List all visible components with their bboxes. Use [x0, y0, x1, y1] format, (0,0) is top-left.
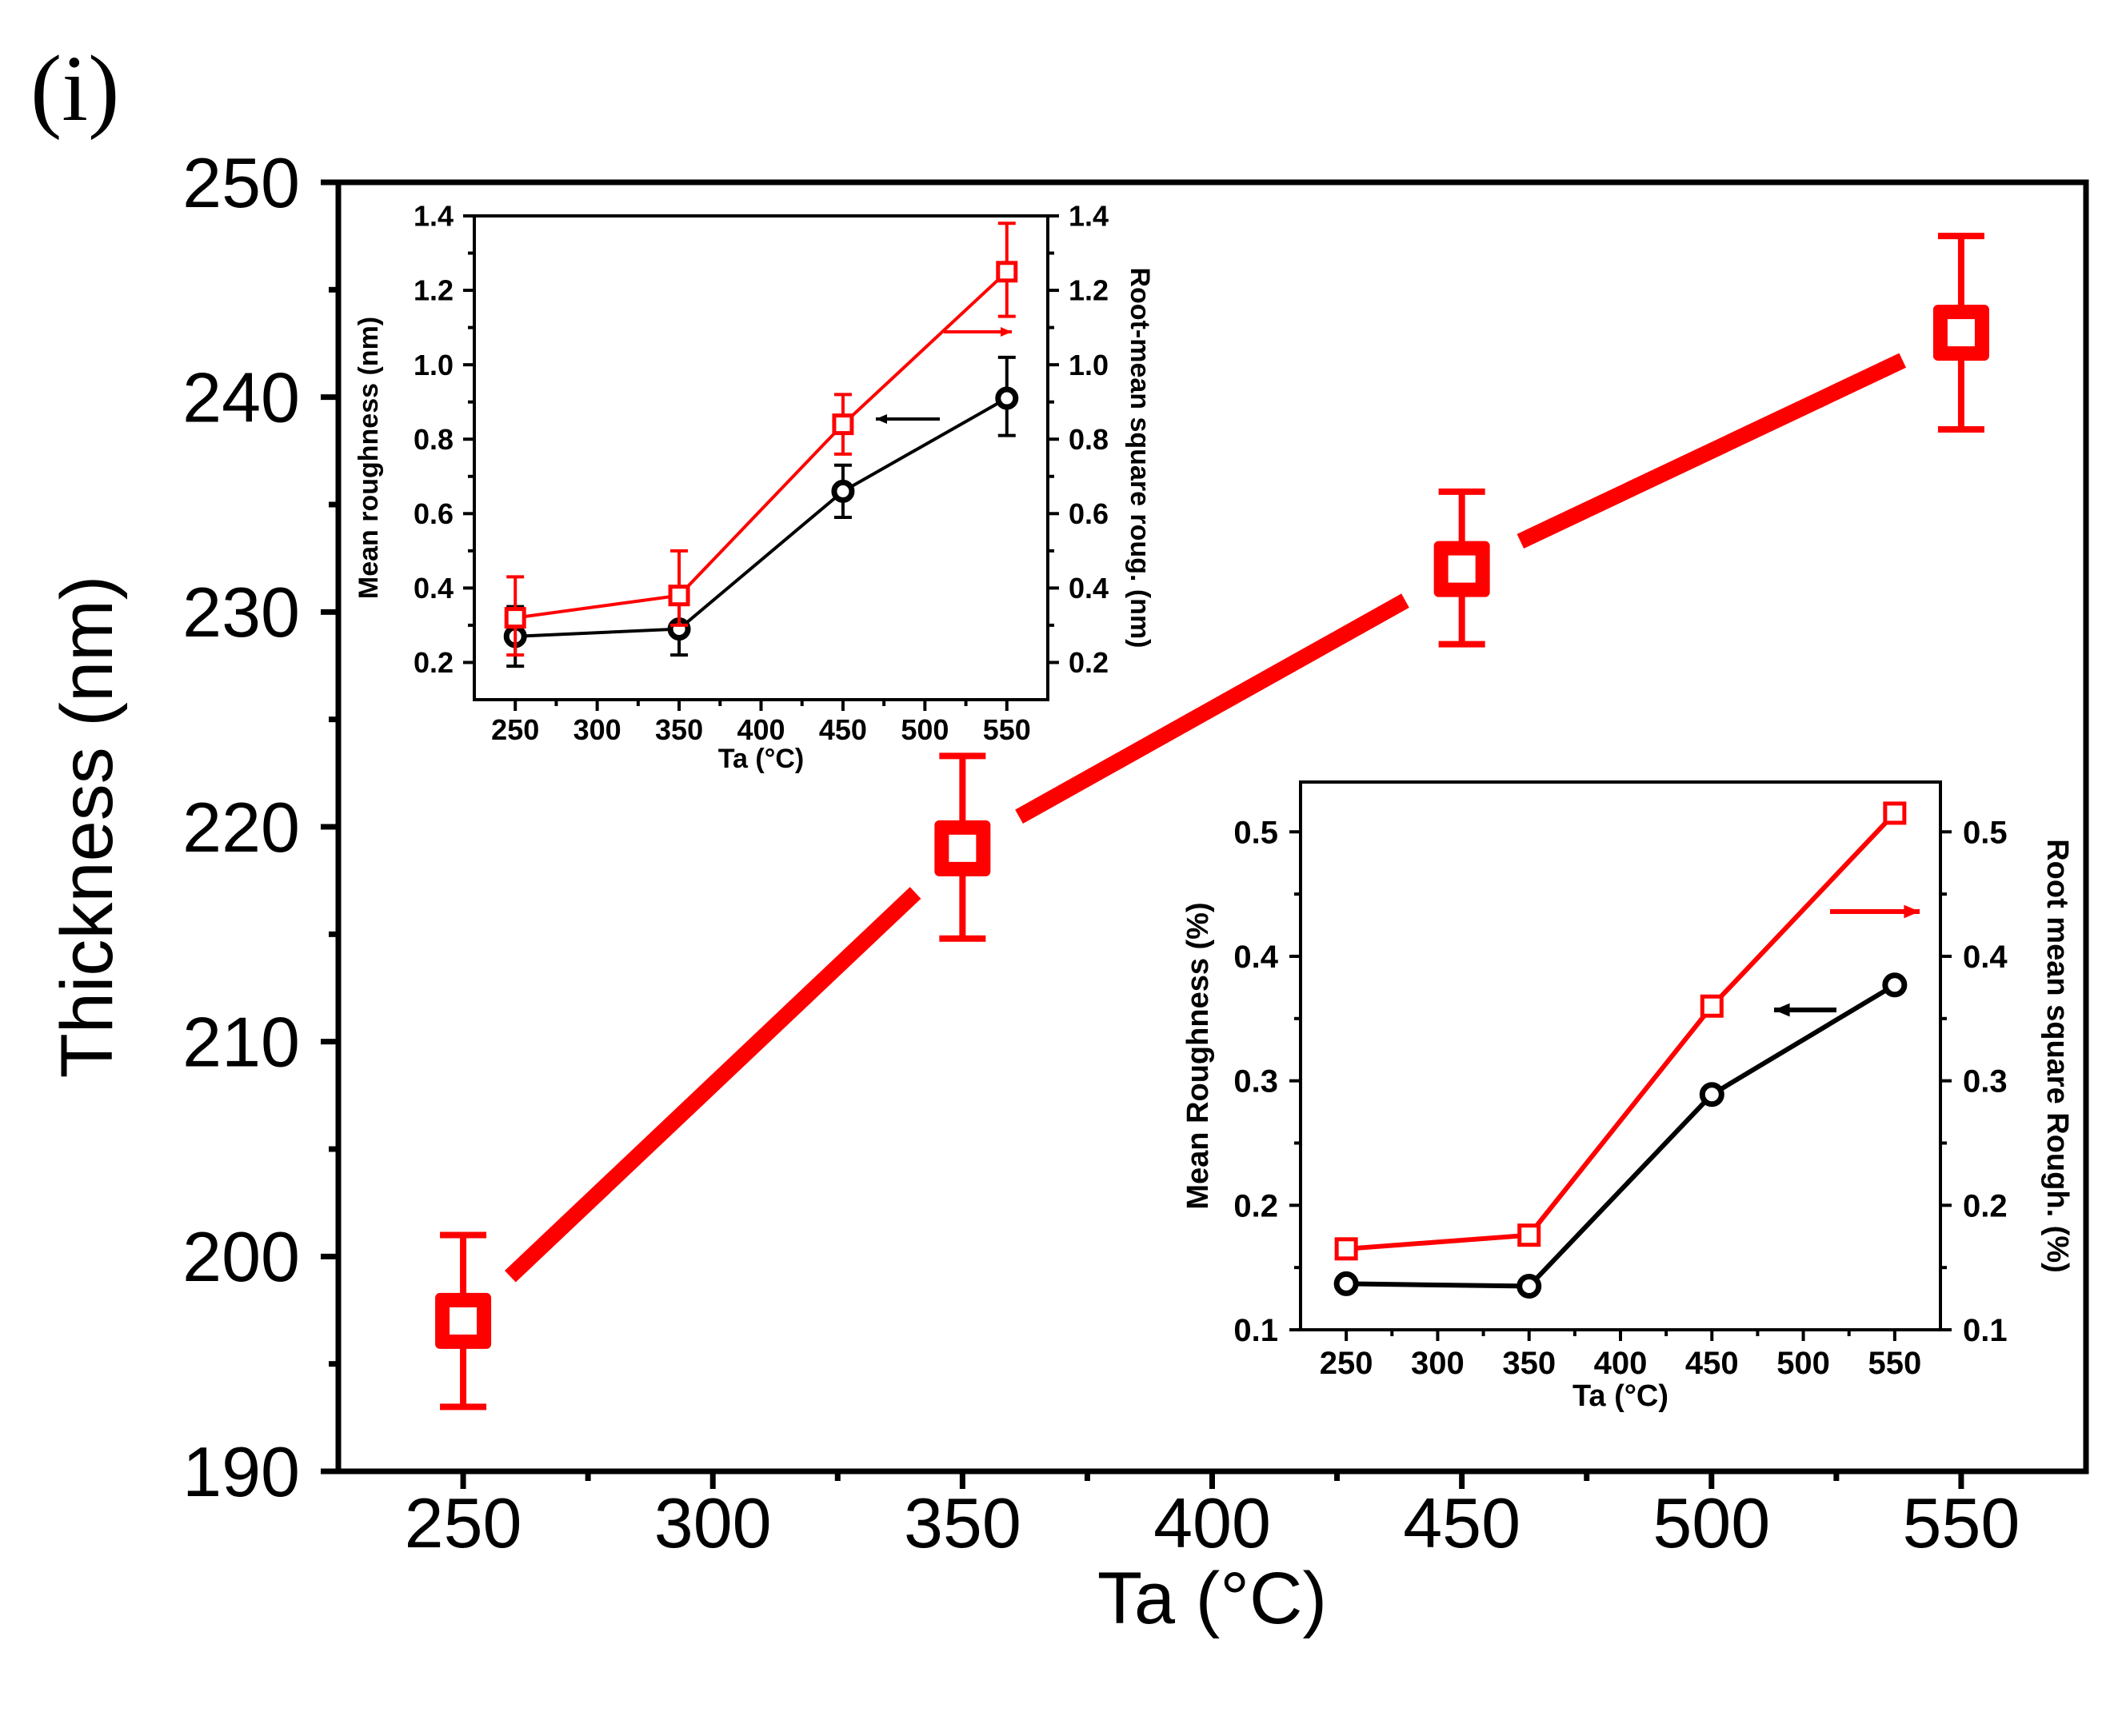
x-tick-label: 300 [1411, 1346, 1465, 1381]
data-point-square-hole [1947, 319, 1975, 347]
data-point-square [832, 413, 854, 436]
y-right-tick-label: 0.2 [1963, 1188, 2008, 1223]
y-tick-label: 190 [182, 1432, 300, 1511]
data-point-square [1700, 994, 1724, 1018]
y-right-tick-label: 0.5 [1963, 815, 2008, 850]
data-point-square [668, 585, 690, 607]
y-tick-label: 0.5 [1233, 815, 1278, 850]
y-tick-label: 220 [182, 788, 300, 867]
x-tick-label: 400 [1153, 1483, 1271, 1562]
x-tick-label: 350 [1502, 1346, 1556, 1381]
x-tick-label: 400 [737, 713, 785, 746]
y-tick-label: 1.0 [414, 349, 454, 381]
y-tick-label: 1.4 [414, 200, 454, 233]
y-tick-label: 0.2 [1233, 1188, 1278, 1223]
y-right-tick-label: 1.0 [1069, 349, 1109, 381]
y-right-tick-label: 0.2 [1069, 646, 1109, 679]
x-tick-label: 550 [1868, 1346, 1921, 1381]
x-tick-label: 450 [1403, 1483, 1521, 1562]
y-tick-label: 0.8 [414, 423, 454, 456]
y-tick-label: 230 [182, 573, 300, 652]
y-right-tick-label: 0.6 [1069, 497, 1109, 530]
x-tick-label: 550 [983, 713, 1031, 746]
data-point-square [1883, 801, 1907, 825]
x-tick-label: 250 [1320, 1346, 1373, 1381]
data-point-square [1334, 1237, 1358, 1261]
data-point-circle [831, 479, 855, 503]
y-tick-label: 0.1 [1233, 1313, 1278, 1348]
x-tick-label: 300 [573, 713, 621, 746]
x-axis-label: Ta (°C) [1097, 1558, 1327, 1639]
y-axis-label: Mean Roughness (%) [1181, 902, 1215, 1209]
y-right-tick-label: 1.4 [1069, 200, 1109, 233]
x-tick-label: 350 [655, 713, 703, 746]
y-right-tick-label: 1.2 [1069, 274, 1109, 307]
y-tick-label: 240 [182, 357, 300, 437]
right-axis-arrow-head [1904, 904, 1920, 919]
y-tick-label: 0.6 [414, 497, 454, 530]
series-line [514, 270, 1009, 620]
y-axis-label-right: Root mean square Rough. (%) [2040, 839, 2074, 1273]
series-line [515, 397, 1008, 638]
y-tick-label: 0.4 [414, 572, 454, 605]
x-tick-label: 250 [491, 713, 539, 746]
data-point-square [504, 607, 526, 629]
inset-chart-percent: 250 300 350 400 450 500 550 0.1 0.1 0.2 0.2 0.3 0.3 0… [1181, 780, 2074, 1413]
x-tick-label: 250 [405, 1483, 522, 1562]
x-axis-label: Ta (°C) [718, 744, 804, 774]
x-tick-label: 450 [1685, 1346, 1739, 1381]
y-tick-label: 210 [182, 1002, 300, 1081]
y-right-tick-label: 0.1 [1963, 1313, 2008, 1348]
y-axis-label: Thickness (nm) [46, 576, 128, 1079]
x-tick-label: 500 [901, 713, 949, 746]
left-axis-arrow-head [876, 414, 887, 424]
data-point-square [1517, 1223, 1541, 1247]
y-tick-label: 0.2 [414, 646, 454, 679]
y-right-tick-label: 0.3 [1963, 1064, 2008, 1099]
data-point-circle [1699, 1082, 1724, 1107]
x-axis-label: Ta (°C) [1573, 1379, 1668, 1413]
data-point-circle [1882, 972, 1908, 998]
y-tick-label: 0.3 [1233, 1064, 1278, 1099]
data-point-square [996, 261, 1018, 283]
x-tick-label: 550 [1903, 1483, 2020, 1562]
y-right-tick-label: 0.4 [1069, 572, 1109, 605]
x-tick-label: 500 [1652, 1483, 1770, 1562]
x-tick-label: 500 [1776, 1346, 1830, 1381]
y-right-tick-label: 0.8 [1069, 423, 1109, 456]
main-chart: 250 300 350 400 450 500 550 190 200 210 220 230 240 2… [46, 143, 2089, 1639]
data-point-circle [1333, 1271, 1359, 1296]
x-tick-label: 400 [1594, 1346, 1648, 1381]
x-tick-label: 350 [904, 1483, 1021, 1562]
y-right-tick-label: 0.4 [1963, 940, 2008, 975]
series-line-segment [1015, 593, 1409, 824]
data-point-square-hole [1448, 555, 1476, 583]
data-point-circle [995, 386, 1019, 410]
y-axis-label-right: Root-mean square roug. (nm) [1125, 267, 1155, 648]
panel-label: (i) [30, 36, 119, 141]
inset-chart-nm: 250 300 350 400 450 500 550 0.2 0.2 0.4 0.4 0.6 0.6 0… [354, 200, 1155, 774]
y-axis-label: Mean roughness (nm) [354, 317, 384, 599]
data-point-circle [1517, 1274, 1542, 1299]
y-tick-label: 200 [182, 1217, 300, 1296]
series-line-segment [1517, 353, 1906, 549]
data-point-square-hole [450, 1307, 478, 1335]
y-tick-label: 1.2 [414, 274, 454, 307]
data-point-square-hole [949, 834, 977, 862]
series-line [1345, 811, 1897, 1251]
x-tick-label: 300 [654, 1483, 772, 1562]
y-tick-label: 0.4 [1233, 940, 1278, 975]
series-line [1346, 983, 1896, 1289]
x-tick-label: 450 [819, 713, 867, 746]
right-axis-arrow-head [1001, 327, 1012, 337]
y-tick-label: 250 [182, 143, 300, 222]
series-line-segment [505, 887, 921, 1283]
left-axis-arrow-head [1774, 1003, 1790, 1017]
